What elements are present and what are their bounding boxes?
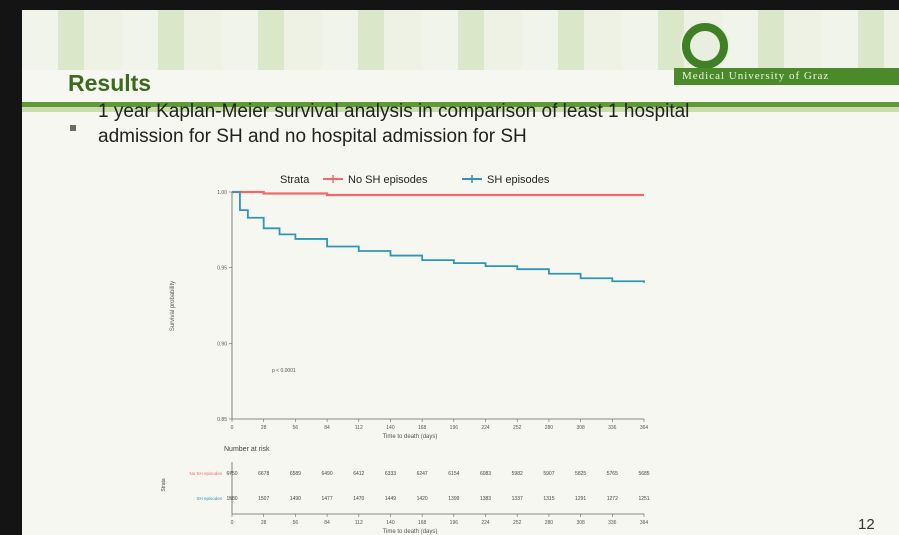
bullet-text-line-1: 1 year Kaplan-Meier survival analysis in… (98, 101, 690, 122)
risk-x-tick-label: 140 (386, 520, 395, 526)
risk-row-label-sh: SH episodes (196, 496, 222, 501)
x-tick-label: 168 (418, 425, 427, 431)
x-tick-label: 28 (261, 425, 267, 431)
risk-table-cell: 5685 (638, 471, 649, 477)
risk-table-cell: 6154 (448, 471, 459, 477)
risk-table-x-label: Time to death (days) (383, 529, 438, 535)
x-tick-label: 336 (608, 425, 617, 431)
risk-table-y-label: Strata (161, 478, 167, 492)
risk-table-cell: 6333 (385, 471, 396, 477)
risk-x-tick-label: 308 (576, 520, 585, 526)
risk-table-cell: 1449 (385, 496, 396, 502)
risk-table-cell: 6678 (258, 471, 269, 477)
title-underline-light (22, 107, 899, 112)
risk-table-cell: 6412 (353, 471, 364, 477)
university-seal-icon (680, 21, 730, 71)
risk-x-tick-label: 224 (481, 520, 490, 526)
risk-table-cell: 1399 (448, 496, 459, 502)
risk-x-tick-label: 168 (418, 520, 427, 526)
risk-x-tick-label: 84 (324, 520, 330, 526)
risk-table-cell: 1315 (543, 496, 554, 502)
p-value-annotation: p < 0.0001 (272, 368, 296, 374)
x-tick-label: 308 (576, 425, 585, 431)
slide-number: 12 (858, 516, 875, 533)
legend-title: Strata (280, 174, 310, 186)
risk-table-cell: 1337 (512, 496, 523, 502)
risk-x-tick-label: 280 (545, 520, 554, 526)
risk-row-label-no-sh: No SH episodes (189, 471, 222, 476)
x-tick-label: 280 (545, 425, 554, 431)
y-tick-label: 0.90 (217, 341, 227, 347)
legend-entry-no-sh: No SH episodes (348, 174, 428, 186)
risk-x-tick-label: 112 (355, 520, 363, 526)
x-tick-label: 364 (640, 425, 649, 431)
decorative-band (22, 10, 899, 70)
risk-table-cell: 1251 (638, 496, 649, 502)
risk-table-title: Number at risk (224, 446, 270, 453)
risk-table-cell: 1420 (417, 496, 428, 502)
x-tick-label: 252 (513, 425, 522, 431)
risk-table-cell: 1383 (480, 496, 491, 502)
bullet-icon (70, 125, 76, 131)
legend-entry-sh: SH episodes (487, 174, 550, 186)
series-line-sh (232, 191, 645, 283)
x-tick-label: 224 (481, 425, 490, 431)
title-underline (22, 102, 899, 107)
risk-x-tick-label: 0 (231, 520, 234, 526)
risk-x-tick-label: 196 (450, 520, 459, 526)
risk-table-cell: 6589 (290, 471, 301, 477)
risk-x-tick-label: 56 (293, 520, 299, 526)
risk-x-tick-label: 336 (608, 520, 617, 526)
risk-x-tick-label: 252 (513, 520, 522, 526)
risk-table-cell: 1507 (258, 496, 269, 502)
risk-table-cell: 5982 (512, 471, 523, 477)
risk-table-cell: 1470 (353, 496, 364, 502)
risk-table-cell: 6490 (322, 471, 333, 477)
risk-table-cell: 1490 (290, 496, 301, 502)
bullet-text-line-2: admission for SH and no hospital admissi… (98, 126, 527, 147)
x-tick-label: 84 (324, 425, 330, 431)
risk-x-tick-label: 28 (261, 520, 267, 526)
university-banner (674, 68, 899, 85)
risk-table-cell: 6083 (480, 471, 491, 477)
university-label: Medical University of Graz (682, 70, 830, 82)
risk-x-tick-label: 364 (640, 520, 649, 526)
y-axis-label: Survival probability (170, 281, 176, 331)
risk-table-cell: 1272 (607, 496, 618, 502)
x-axis-label: Time to death (days) (383, 434, 438, 440)
risk-table-cell: 5765 (607, 471, 618, 477)
risk-table-cell: 1291 (575, 496, 586, 502)
slide: Medical University of Graz Results 1 yea… (22, 10, 899, 535)
x-tick-label: 196 (450, 425, 459, 431)
y-tick-label: 0.95 (217, 266, 227, 272)
kaplan-meier-chart: Strata No SH episodes SH episodes 0.85 0.… (161, 174, 650, 535)
risk-table-cell: 6750 (226, 471, 237, 477)
risk-table-cell: 1580 (226, 496, 237, 502)
x-tick-label: 0 (231, 425, 234, 431)
y-tick-label: 0.85 (217, 417, 227, 423)
slide-title: Results (68, 70, 152, 96)
risk-table-cell: 5825 (575, 471, 586, 477)
x-tick-label: 56 (293, 425, 299, 431)
series-line-no-sh (232, 190, 644, 197)
risk-table-cell: 5907 (543, 471, 554, 477)
risk-table-cell: 1477 (322, 496, 333, 502)
x-tick-label: 140 (386, 425, 395, 431)
y-tick-label: 1.00 (217, 190, 227, 196)
risk-table-cell: 6247 (417, 471, 428, 477)
x-tick-label: 112 (355, 425, 363, 431)
